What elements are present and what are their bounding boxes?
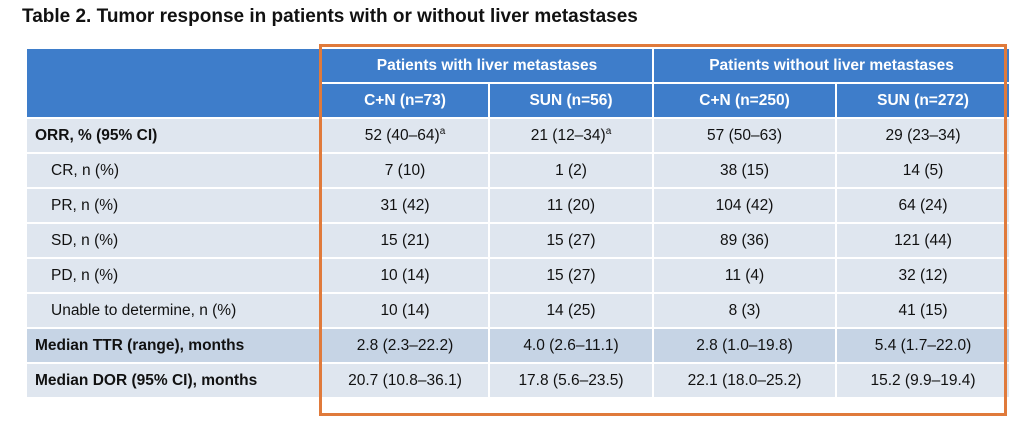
cell: 14 (5) xyxy=(835,152,1012,189)
cell-text: 15.2 (9.9–19.4) xyxy=(870,371,976,389)
cell: 32 (12) xyxy=(835,257,1012,294)
cell: 17.8 (5.6–23.5) xyxy=(487,362,655,399)
row-label: CR, n (%) xyxy=(25,152,322,189)
cell: 15.2 (9.9–19.4) xyxy=(835,362,1012,399)
cell-text: 52 (40–64) xyxy=(364,127,440,145)
footnote-mark: a xyxy=(605,125,612,137)
row: CR, n (%) 7 (10) 1 (2) 38 (15) 14 (5) xyxy=(25,152,1012,189)
cell-text: 4.0 (2.6–11.1) xyxy=(523,336,619,354)
cell: 11 (4) xyxy=(652,257,838,294)
cell-text: 15 (27) xyxy=(546,266,596,284)
group-header: Patients without liver metastases xyxy=(652,47,1012,84)
cell: 1 (2) xyxy=(487,152,655,189)
cell-text: 10 (14) xyxy=(380,301,430,319)
cell-text: 7 (10) xyxy=(384,161,426,179)
cell-text: 1 (2) xyxy=(555,161,587,179)
cell: 2.8 (1.0–19.8) xyxy=(652,327,838,364)
row-label: SD, n (%) xyxy=(25,222,322,259)
cell-text: 64 (24) xyxy=(898,196,948,214)
cell: 14 (25) xyxy=(487,292,655,329)
cell: 10 (14) xyxy=(320,257,490,294)
cell-text: 121 (44) xyxy=(894,231,952,249)
cell-text: 57 (50–63) xyxy=(707,126,782,144)
cell-text: 8 (3) xyxy=(728,301,761,319)
cell-text: 41 (15) xyxy=(898,301,948,319)
header-row: Patients with liver metastases Patients w… xyxy=(25,47,1012,119)
cell-text: 14 (25) xyxy=(546,301,596,319)
cell-text: 31 (42) xyxy=(380,196,430,214)
cell: 15 (27) xyxy=(487,222,655,259)
cell: 31 (42) xyxy=(320,187,490,224)
cell-text: 5.4 (1.7–22.0) xyxy=(874,336,972,354)
cell: 104 (42) xyxy=(652,187,838,224)
cell: 15 (21) xyxy=(320,222,490,259)
corner xyxy=(25,47,322,119)
cell: 10 (14) xyxy=(320,292,490,329)
column-header: C+N (n=250) xyxy=(652,82,838,119)
cell: 52 (40–64)a xyxy=(320,117,490,154)
cell: 11 (20) xyxy=(487,187,655,224)
cell: 7 (10) xyxy=(320,152,490,189)
cell: 64 (24) xyxy=(835,187,1012,224)
cell: 21 (12–34)a xyxy=(487,117,655,154)
cell: 8 (3) xyxy=(652,292,838,329)
cell: 29 (23–34) xyxy=(835,117,1012,154)
group-header: Patients with liver metastases xyxy=(319,47,655,84)
column-header: C+N (n=73) xyxy=(320,82,490,119)
cell: 57 (50–63) xyxy=(652,117,838,154)
row-label: ORR, % (95% CI) xyxy=(25,117,322,154)
cell-text: 38 (15) xyxy=(719,161,770,179)
row: SD, n (%) 15 (21) 15 (27) 89 (36) 121 (44) xyxy=(25,222,1012,259)
row-label: PD, n (%) xyxy=(25,257,322,294)
cell: 41 (15) xyxy=(835,292,1012,329)
row: Median TTR (range), months 2.8 (2.3–22.2)… xyxy=(25,327,1012,364)
row-label: Unable to determine, n (%) xyxy=(25,292,322,329)
row-label: Median TTR (range), months xyxy=(25,327,322,364)
cell: 15 (27) xyxy=(487,257,655,294)
cell-text: 10 (14) xyxy=(380,266,430,284)
row: Unable to determine, n (%) 10 (14) 14 (25)… xyxy=(25,292,1012,329)
row-label: PR, n (%) xyxy=(25,187,322,224)
column-header: SUN (n=272) xyxy=(835,82,1012,119)
header-row: C+N (n=73) SUN (n=56) C+N (n=250) SUN (n=27… xyxy=(26,82,1012,119)
row: ORR, % (95% CI) 52 (40–64)a 21 (12–34)a 57 … xyxy=(25,117,1012,154)
title: Table 2. Tumor response in patients with… xyxy=(22,6,638,27)
row-label: Median DOR (95% CI), months xyxy=(25,362,322,399)
cell-text: 2.8 (1.0–19.8) xyxy=(696,336,793,354)
cell-text: 15 (27) xyxy=(546,231,596,249)
cell: 121 (44) xyxy=(835,222,1012,259)
cell-text: 20.7 (10.8–36.1) xyxy=(348,371,462,389)
cell-text: 2.8 (2.3–22.2) xyxy=(356,336,454,354)
row: PD, n (%) 10 (14) 15 (27) 11 (4) 32 (12) xyxy=(25,257,1012,294)
cell: 22.1 (18.0–25.2) xyxy=(652,362,838,399)
cell-text: 104 (42) xyxy=(715,196,774,214)
cell-text: 15 (21) xyxy=(380,231,430,249)
cell-text: 11 (20) xyxy=(547,196,595,214)
cell: 5.4 (1.7–22.0) xyxy=(835,327,1012,364)
cell-text: 22.1 (18.0–25.2) xyxy=(687,371,802,389)
cell-text: 89 (36) xyxy=(719,231,770,249)
cell: 20.7 (10.8–36.1) xyxy=(320,362,490,399)
cell-text: 29 (23–34) xyxy=(885,126,961,144)
cell-text: 21 (12–34) xyxy=(530,127,606,145)
cell-text: 32 (12) xyxy=(898,266,948,284)
cell: 89 (36) xyxy=(652,222,838,259)
cell: 2.8 (2.3–22.2) xyxy=(320,327,490,364)
cell: 4.0 (2.6–11.1) xyxy=(487,327,655,364)
row: Median DOR (95% CI), months 20.7 (10.8–36… xyxy=(25,362,1012,399)
cell: 38 (15) xyxy=(652,152,838,189)
row: PR, n (%) 31 (42) 11 (20) 104 (42) 64 (24) xyxy=(25,187,1012,224)
footnote-mark: a xyxy=(439,125,446,137)
cell-text: 11 (4) xyxy=(724,266,765,284)
cell-text: 17.8 (5.6–23.5) xyxy=(518,371,624,389)
cell-text: 14 (5) xyxy=(902,161,944,179)
table: Patients with liver metastases Patients w… xyxy=(25,47,1012,399)
column-header: SUN (n=56) xyxy=(487,82,655,119)
